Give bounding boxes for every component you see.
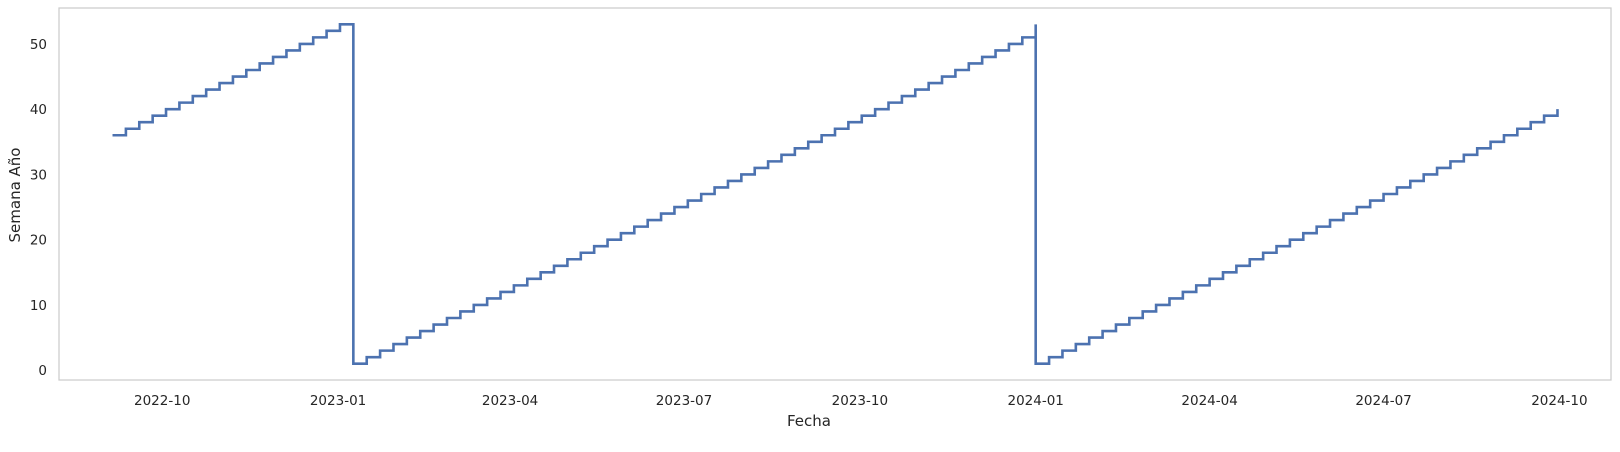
y-tick-labels: 0 10 20 30 40 50 — [30, 37, 47, 379]
x-axis-title: Fecha — [787, 412, 831, 430]
x-tick-label: 2024-07 — [1355, 393, 1411, 409]
y-tick-label: 50 — [30, 37, 47, 53]
plot-area — [58, 7, 1612, 381]
series-line — [112, 23, 1559, 365]
y-tick-label: 30 — [30, 167, 47, 183]
x-tick-label: 2022-10 — [134, 393, 190, 409]
x-tick-label: 2023-07 — [656, 393, 712, 409]
y-axis-title: Semana Año — [6, 148, 24, 243]
x-tick-label: 2024-10 — [1531, 393, 1587, 409]
y-tick-label: 20 — [30, 233, 47, 249]
x-tick-label: 2023-04 — [482, 393, 538, 409]
x-tick-label: 2023-01 — [310, 393, 366, 409]
x-tick-label: 2024-04 — [1181, 393, 1237, 409]
x-tick-labels: 2022-10 2023-01 2023-04 2023-07 2023-10 2024-… — [134, 393, 1588, 409]
y-tick-label: 40 — [30, 102, 47, 118]
x-tick-label: 2024-01 — [1007, 393, 1063, 409]
y-tick-label: 0 — [38, 363, 47, 379]
x-tick-label: 2023-10 — [832, 393, 888, 409]
y-tick-label: 10 — [30, 298, 47, 314]
